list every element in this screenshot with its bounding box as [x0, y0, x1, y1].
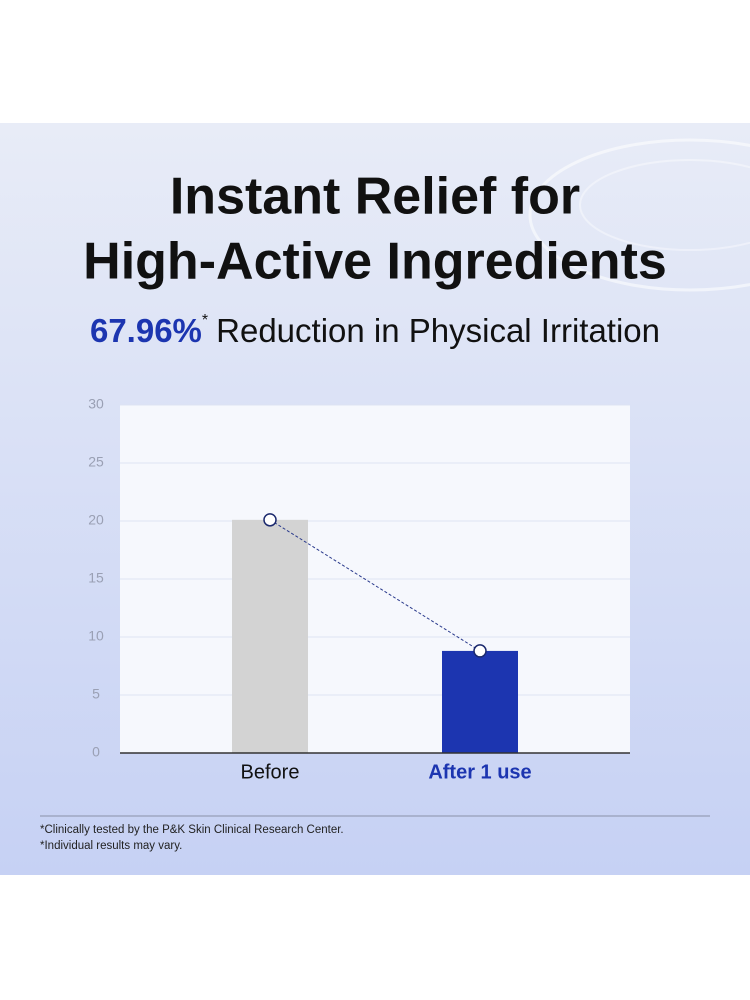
y-tick-label: 10: [88, 628, 104, 644]
footnote: *Clinically tested by the P&K Skin Clini…: [40, 824, 344, 836]
connector-line: [269, 519, 481, 652]
water-ripple: [579, 159, 750, 251]
subtitle-mark: *: [202, 312, 208, 329]
water-ripple: [528, 138, 750, 292]
chart: 0 5 10 15 20 25 30 Before After 1 use: [88, 396, 630, 783]
x-tick-label: Before: [241, 761, 300, 783]
y-tick-label: 0: [92, 744, 100, 760]
footnote: *Individual results may vary.: [40, 840, 182, 852]
point-marker: [263, 513, 277, 527]
subtitle-text: Reduction in Physical Irritation: [216, 312, 660, 349]
title-line: Instant Relief for: [170, 168, 580, 226]
y-tick-label: 5: [92, 686, 100, 702]
subtitle-highlight: 67.96%: [90, 312, 202, 349]
bar: [232, 519, 308, 753]
subtitle: 67.96%* Reduction in Physical Irritation: [90, 312, 660, 349]
title-line: High-Active Ingredients: [83, 233, 667, 291]
y-tick-label: 30: [88, 396, 104, 412]
y-tick-label: 25: [88, 454, 104, 470]
bar: [442, 650, 518, 753]
point-marker: [473, 644, 487, 658]
x-tick-label: After 1 use: [428, 761, 531, 783]
y-tick-label: 20: [88, 512, 104, 528]
y-tick-label: 15: [88, 570, 104, 586]
